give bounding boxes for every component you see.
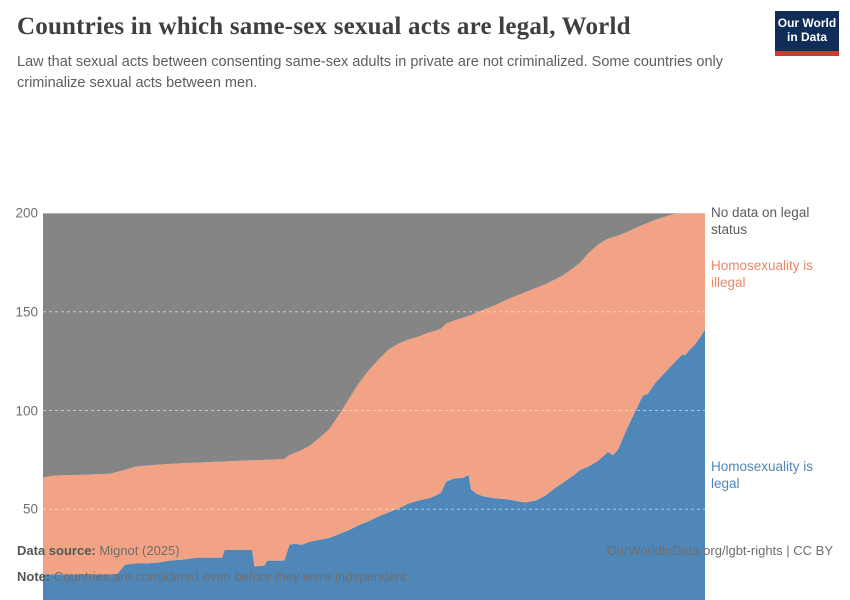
note-value: Countries are considered even before the… bbox=[53, 569, 411, 585]
citation-link[interactable]: OurWorldinData.org/lgbt-rights | CC BY bbox=[606, 543, 833, 558]
page-title: Countries in which same-sex sexual acts … bbox=[17, 13, 631, 40]
data-source-value: Mignot (2025) bbox=[99, 543, 180, 558]
footer: Data source: Mignot (2025) OurWorldinDat… bbox=[17, 543, 833, 586]
owid-logo-line2: in Data bbox=[786, 30, 827, 44]
area-legal[interactable] bbox=[43, 329, 705, 600]
y-tick-label-100: 100 bbox=[15, 403, 38, 418]
owid-logo: Our World in Data bbox=[775, 11, 839, 56]
y-axis: 050100150200 bbox=[0, 206, 38, 600]
series-label-legal[interactable]: Homosexuality is legal bbox=[711, 459, 814, 492]
chart-subtitle: Law that sexual acts between consenting … bbox=[17, 54, 724, 91]
owid-logo-line1: Our World bbox=[777, 16, 837, 31]
note-label: Note: bbox=[17, 569, 51, 585]
y-tick-label-50: 50 bbox=[22, 501, 38, 517]
data-source-label: Data source: bbox=[17, 543, 96, 558]
y-tick-label-200: 200 bbox=[15, 205, 38, 221]
series-label-no-data[interactable]: No data on legal status bbox=[711, 205, 810, 238]
area-illegal[interactable] bbox=[43, 213, 705, 575]
area-no-data[interactable] bbox=[43, 213, 705, 478]
data-source: Data source: Mignot (2025) bbox=[17, 543, 180, 559]
stacked-area-svg bbox=[43, 213, 705, 600]
y-tick-label-150: 150 bbox=[15, 304, 38, 320]
stacked-area-chart: 050100150200 176018001850190019502000202… bbox=[0, 100, 850, 600]
note: Note: Countries are considered even befo… bbox=[17, 569, 410, 584]
series-label-illegal[interactable]: Homosexuality is illegal bbox=[711, 258, 814, 291]
